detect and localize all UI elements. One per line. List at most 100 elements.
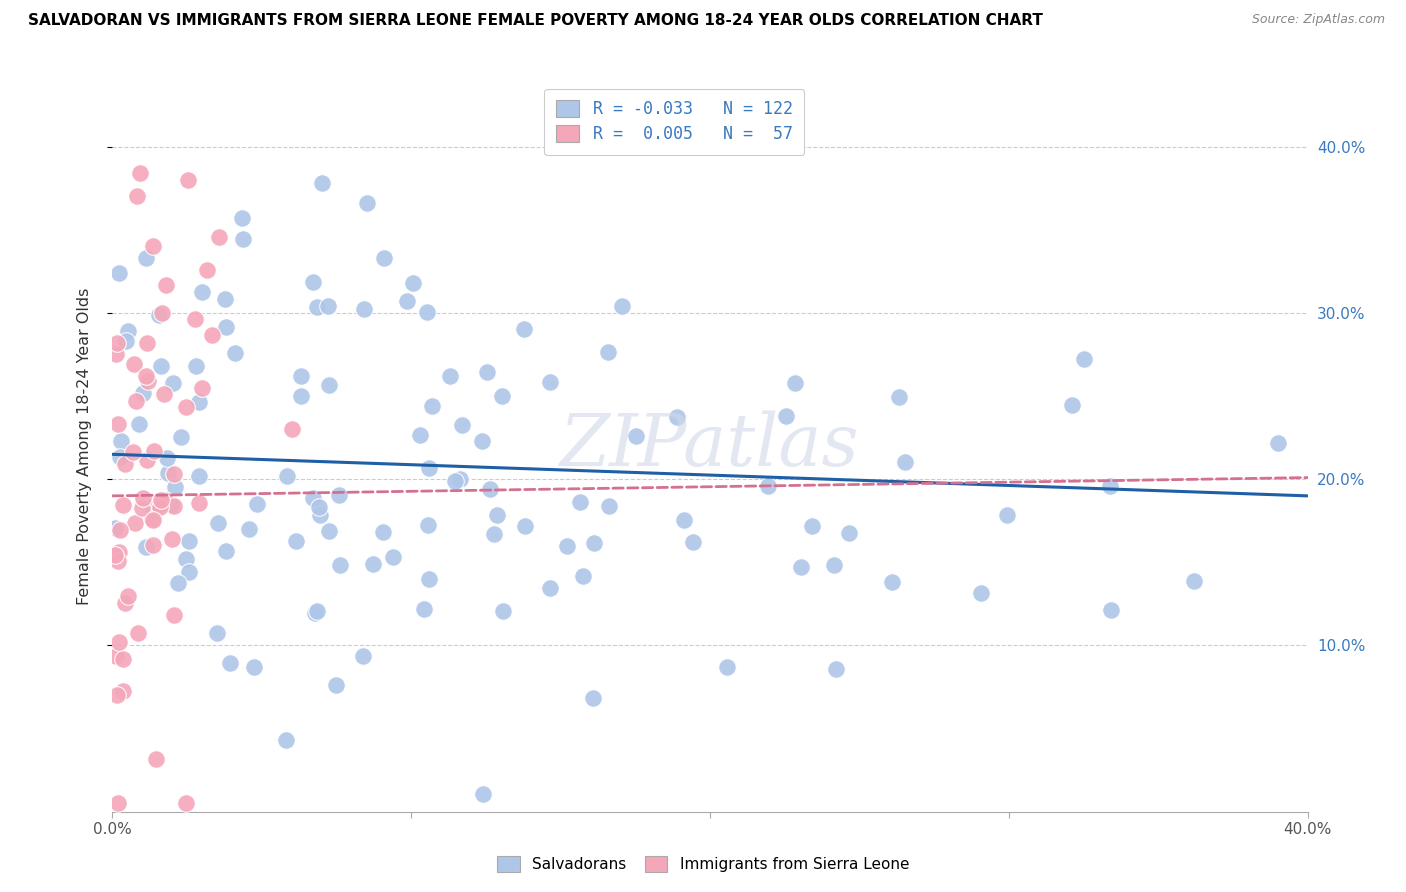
Point bbox=[418, 460, 440, 475]
Point bbox=[124, 393, 146, 408]
Point bbox=[184, 311, 207, 326]
Point bbox=[142, 512, 165, 526]
Y-axis label: Female Poverty Among 18-24 Year Olds: Female Poverty Among 18-24 Year Olds bbox=[77, 287, 91, 605]
Point bbox=[838, 526, 860, 541]
Point bbox=[439, 369, 461, 384]
Point bbox=[482, 527, 505, 541]
Point bbox=[150, 359, 173, 373]
Point bbox=[416, 305, 439, 319]
Point bbox=[191, 285, 214, 300]
Point bbox=[114, 596, 136, 610]
Point bbox=[243, 660, 266, 674]
Point bbox=[153, 387, 176, 401]
Point bbox=[128, 417, 150, 431]
Point bbox=[775, 409, 797, 423]
Legend: R = -0.033   N = 122, R =  0.005   N =  57: R = -0.033 N = 122, R = 0.005 N = 57 bbox=[544, 88, 804, 155]
Point bbox=[318, 378, 340, 392]
Point bbox=[117, 325, 139, 339]
Point bbox=[108, 524, 131, 538]
Point bbox=[450, 418, 472, 433]
Point bbox=[232, 232, 254, 246]
Point bbox=[471, 434, 494, 449]
Point bbox=[444, 474, 467, 488]
Point bbox=[420, 399, 443, 413]
Point bbox=[610, 299, 633, 313]
Point bbox=[246, 497, 269, 511]
Point bbox=[416, 517, 439, 532]
Point bbox=[205, 626, 228, 640]
Point bbox=[311, 176, 333, 190]
Point bbox=[449, 471, 471, 485]
Point bbox=[361, 558, 384, 572]
Point bbox=[108, 450, 131, 464]
Point bbox=[290, 389, 312, 403]
Point bbox=[186, 359, 208, 373]
Point bbox=[112, 683, 135, 698]
Point bbox=[716, 660, 738, 674]
Point bbox=[176, 552, 198, 566]
Point bbox=[105, 649, 128, 664]
Point bbox=[325, 678, 347, 692]
Point bbox=[396, 293, 419, 308]
Point bbox=[141, 512, 163, 526]
Point bbox=[515, 519, 537, 533]
Point bbox=[136, 336, 159, 351]
Point bbox=[823, 558, 845, 573]
Point bbox=[163, 499, 186, 513]
Point bbox=[1099, 602, 1122, 616]
Point bbox=[571, 568, 593, 582]
Point bbox=[142, 238, 165, 252]
Point bbox=[970, 586, 993, 600]
Text: Source: ZipAtlas.com: Source: ZipAtlas.com bbox=[1251, 13, 1385, 27]
Point bbox=[824, 662, 846, 676]
Point bbox=[124, 357, 146, 371]
Point bbox=[114, 334, 136, 348]
Point bbox=[882, 574, 904, 589]
Point bbox=[538, 375, 561, 389]
Point bbox=[485, 508, 508, 523]
Point bbox=[356, 196, 378, 211]
Point bbox=[163, 608, 186, 623]
Point bbox=[135, 251, 157, 265]
Point bbox=[756, 479, 779, 493]
Point bbox=[352, 649, 374, 664]
Point bbox=[163, 467, 186, 481]
Point bbox=[894, 455, 917, 469]
Point bbox=[582, 690, 605, 705]
Point bbox=[538, 581, 561, 595]
Point bbox=[108, 634, 131, 648]
Point bbox=[136, 374, 159, 388]
Point bbox=[302, 275, 325, 289]
Point bbox=[149, 500, 172, 515]
Point bbox=[889, 390, 911, 404]
Point bbox=[353, 302, 375, 317]
Point bbox=[107, 417, 129, 431]
Point bbox=[150, 306, 173, 320]
Point bbox=[160, 533, 183, 547]
Point bbox=[1073, 352, 1095, 367]
Text: ZIPatlas: ZIPatlas bbox=[560, 410, 860, 482]
Point bbox=[1060, 398, 1083, 412]
Point bbox=[108, 545, 131, 559]
Point bbox=[188, 395, 211, 409]
Point bbox=[783, 376, 806, 391]
Point bbox=[170, 430, 193, 444]
Point bbox=[1098, 479, 1121, 493]
Point bbox=[418, 572, 440, 586]
Point bbox=[682, 535, 704, 549]
Point bbox=[316, 299, 339, 313]
Point bbox=[557, 539, 579, 553]
Point bbox=[174, 797, 197, 811]
Point bbox=[1182, 574, 1205, 589]
Point bbox=[124, 516, 146, 530]
Point bbox=[127, 626, 149, 640]
Point bbox=[479, 482, 502, 496]
Point bbox=[305, 300, 328, 314]
Point bbox=[208, 229, 231, 244]
Point bbox=[281, 422, 304, 436]
Point bbox=[135, 369, 157, 384]
Point bbox=[472, 788, 495, 802]
Point bbox=[179, 565, 201, 579]
Point bbox=[274, 733, 297, 747]
Point bbox=[136, 453, 159, 467]
